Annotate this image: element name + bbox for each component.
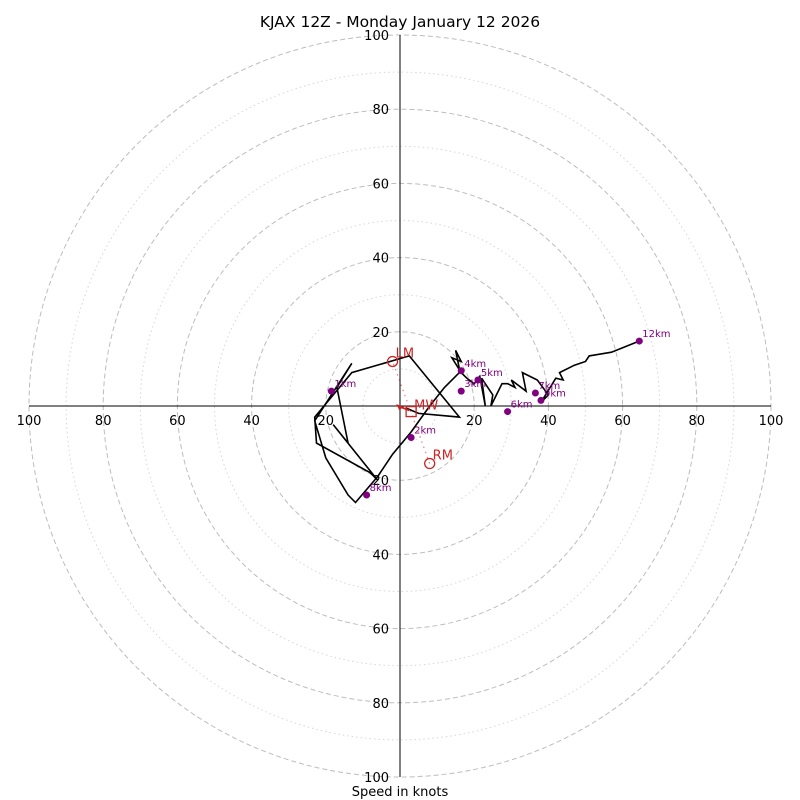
y-tick-label: 40 <box>372 548 389 563</box>
y-tick-label: 40 <box>372 252 389 267</box>
storm-motion-marker-LM <box>386 355 399 368</box>
height-label-1km: 1km <box>334 379 356 390</box>
chart-title: KJAX 12Z - Monday January 12 2026 <box>260 13 540 31</box>
y-tick-label: 60 <box>372 623 389 638</box>
x-tick-label: 40 <box>243 414 260 429</box>
height-label-12km: 12km <box>642 329 670 340</box>
height-label-2km: 2km <box>414 426 436 437</box>
x-tick-label: 20 <box>466 414 483 429</box>
x-tick-label: 20 <box>318 414 335 429</box>
height-marker-5km <box>474 376 482 384</box>
storm-motion-label-MW: MW <box>414 399 438 414</box>
storm-motion-marker-MW <box>405 405 417 418</box>
storm-motion-markers: LM RM MW <box>386 346 453 470</box>
y-tick-label: 100 <box>364 771 389 786</box>
hodograph-line <box>313 340 640 504</box>
y-tick-label: 80 <box>372 103 389 118</box>
height-label-4km: 4km <box>464 359 486 370</box>
y-tick-label: 20 <box>372 326 389 341</box>
height-marker-9km <box>537 396 545 404</box>
storm-motion-label-RM: RM <box>433 449 453 464</box>
x-tick-label: 100 <box>759 414 784 429</box>
x-axis-label: Speed in knots <box>352 785 449 800</box>
wind-profile-trace <box>313 340 640 504</box>
height-label-9km: 9km <box>544 388 566 399</box>
y-tick-label: 80 <box>372 697 389 712</box>
y-tick-label: 100 <box>364 29 389 44</box>
height-label-8km: 8km <box>370 483 392 494</box>
height-marker-12km <box>635 337 643 345</box>
x-tick-label: 80 <box>689 414 706 429</box>
height-marker-7km <box>531 389 539 397</box>
height-marker-1km <box>327 387 335 395</box>
height-marker-6km <box>504 408 512 416</box>
height-label-5km: 5km <box>481 368 503 379</box>
x-tick-label: 100 <box>17 414 42 429</box>
height-label-6km: 6km <box>511 400 533 411</box>
y-tick-label: 60 <box>372 177 389 192</box>
height-marker-8km <box>363 491 371 499</box>
storm-motion-marker-RM <box>424 457 436 470</box>
x-tick-label: 80 <box>95 414 112 429</box>
height-label-3km: 3km <box>464 379 486 390</box>
x-tick-label: 40 <box>540 414 557 429</box>
x-tick-label: 60 <box>614 414 631 429</box>
storm-motion-label-LM: LM <box>396 346 414 361</box>
height-label-7km: 7km <box>538 381 560 392</box>
height-marker-3km <box>457 387 465 395</box>
height-marker-2km <box>407 434 415 442</box>
storm-motion-arrowhead <box>396 404 405 410</box>
tick-labels: 100 80 60 40 20 20 40 60 80 100204060801002040608… <box>17 29 784 786</box>
height-marker-4km <box>457 367 465 375</box>
x-tick-label: 60 <box>169 414 186 429</box>
